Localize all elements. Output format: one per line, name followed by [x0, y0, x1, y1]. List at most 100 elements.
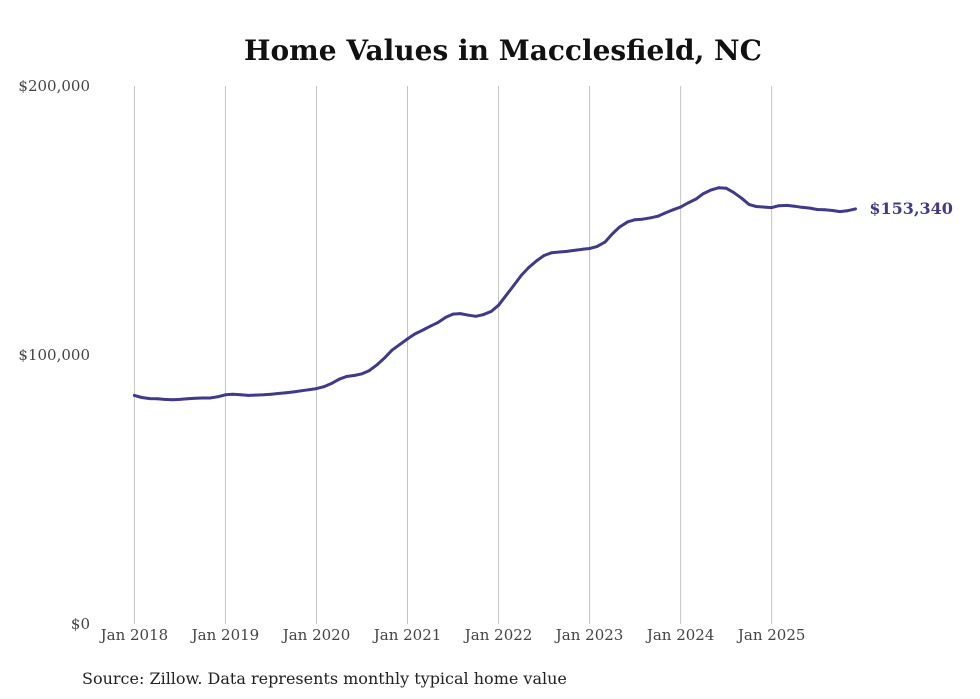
data-point — [808, 206, 812, 210]
gridlines — [133, 86, 773, 624]
data-point — [315, 387, 318, 390]
data-point — [489, 310, 493, 313]
chart-title: Home Values in Macclesfield, NC — [244, 34, 762, 67]
x-tick-label: Jan 2022 — [463, 626, 533, 644]
data-point — [390, 348, 394, 352]
data-point — [413, 332, 417, 336]
data-point — [216, 395, 220, 399]
data-point — [481, 313, 485, 317]
data-point — [610, 232, 614, 236]
data-point — [740, 196, 743, 200]
data-point — [140, 396, 144, 399]
data-point — [458, 312, 462, 315]
y-tick-label: $200,000 — [18, 77, 90, 95]
data-point — [603, 240, 607, 244]
series-line — [132, 186, 857, 402]
data-point — [754, 205, 758, 208]
data-point — [262, 393, 266, 397]
data-point — [254, 393, 257, 397]
data-point — [519, 274, 523, 277]
data-point — [376, 363, 379, 366]
data-point — [838, 210, 842, 214]
data-point — [823, 208, 826, 212]
data-point — [777, 204, 781, 208]
x-tick-label: Jan 2021 — [372, 626, 442, 644]
data-point — [800, 205, 804, 209]
data-point — [367, 369, 371, 372]
data-point — [649, 216, 652, 220]
data-point — [428, 324, 432, 328]
data-point — [292, 390, 296, 394]
data-point — [580, 247, 584, 251]
source-note: Source: Zillow. Data represents monthly … — [82, 669, 567, 688]
data-point — [641, 217, 644, 221]
data-point — [815, 208, 819, 211]
data-point — [474, 314, 478, 318]
x-tick-label: Jan 2018 — [99, 626, 169, 644]
x-tick-label: Jan 2019 — [190, 626, 260, 644]
data-point — [171, 398, 175, 402]
data-point — [686, 201, 690, 205]
data-point — [239, 393, 243, 397]
data-point — [763, 205, 766, 209]
data-point — [633, 218, 637, 222]
data-point — [178, 398, 182, 401]
data-point — [497, 303, 500, 307]
data-point — [337, 377, 341, 381]
end-value-label: $153,340 — [869, 199, 953, 218]
data-point — [512, 283, 516, 287]
data-point — [724, 186, 728, 190]
x-tick-label: Jan 2020 — [281, 626, 351, 644]
data-point — [747, 203, 751, 206]
data-point — [671, 208, 675, 212]
data-point — [588, 247, 591, 250]
data-point — [793, 204, 796, 208]
y-tick-label: $0 — [71, 615, 90, 633]
data-point — [626, 220, 630, 224]
data-point — [307, 388, 311, 392]
data-point — [656, 214, 660, 218]
data-point — [163, 398, 166, 401]
data-point — [694, 197, 698, 201]
data-point — [194, 396, 197, 400]
data-point — [383, 356, 387, 360]
data-point — [732, 190, 735, 194]
data-point — [535, 259, 539, 262]
data-point — [565, 250, 569, 253]
data-point — [831, 209, 834, 212]
data-point — [246, 394, 250, 397]
x-tick-label: Jan 2025 — [736, 626, 806, 644]
x-tick-label: Jan 2023 — [554, 626, 624, 644]
data-point — [208, 396, 212, 400]
data-point — [854, 207, 857, 211]
data-point — [185, 397, 189, 401]
data-point — [436, 321, 439, 325]
data-point — [406, 337, 409, 341]
data-point — [550, 251, 553, 255]
data-point — [353, 374, 357, 377]
data-point — [201, 396, 205, 400]
data-point — [330, 381, 334, 385]
data-point — [148, 397, 152, 400]
data-point — [133, 394, 136, 397]
data-point — [572, 249, 576, 252]
data-point — [398, 342, 402, 346]
data-point — [299, 389, 303, 393]
data-point — [770, 206, 774, 210]
data-point — [702, 192, 705, 196]
data-point — [558, 250, 561, 254]
data-point — [231, 392, 235, 396]
data-point — [709, 188, 713, 192]
data-point — [542, 254, 546, 257]
y-axis: $0 $100,000 $200,000 — [18, 77, 90, 633]
data-point — [663, 211, 667, 215]
data-point — [504, 294, 508, 298]
data-point — [322, 385, 326, 389]
data-point — [155, 397, 159, 401]
x-tick-label: Jan 2024 — [645, 626, 715, 644]
data-point — [451, 312, 455, 316]
x-axis: Jan 2018 Jan 2019 Jan 2020 Jan 2021 Jan 2022… — [99, 626, 806, 644]
data-point — [618, 225, 621, 229]
data-point — [467, 313, 470, 317]
